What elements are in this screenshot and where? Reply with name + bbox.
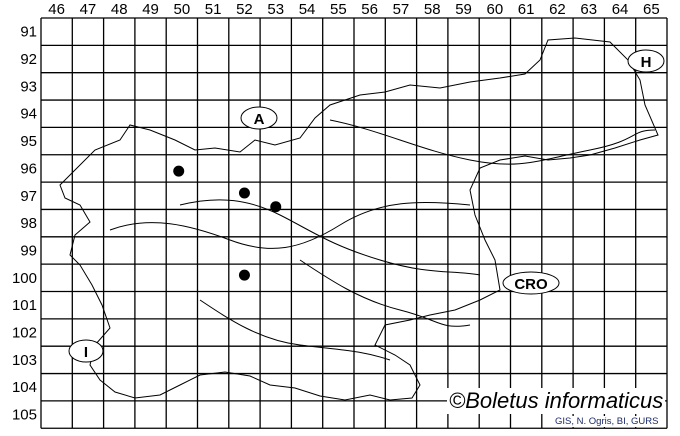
- row-label: 92: [20, 51, 37, 68]
- label-italy: I: [84, 344, 88, 361]
- column-label: 46: [48, 1, 65, 18]
- column-label: 53: [267, 1, 284, 18]
- label-croatia: CRO: [514, 276, 548, 293]
- source-text: GIS, N. Ogris, BI, GURS: [554, 416, 660, 427]
- records: [173, 165, 282, 281]
- label-italy-ellipse: [68, 339, 104, 363]
- column-label: 65: [643, 1, 660, 18]
- river-path: [329, 119, 656, 165]
- column-label: 62: [549, 1, 566, 18]
- grid: 46 47 48 49 50 51 52 53 54 55 56 57 58 59 60 61 62 63 64 65…: [12, 1, 668, 429]
- row-label: 103: [12, 352, 37, 369]
- column-label: 59: [455, 1, 472, 18]
- column-label: 49: [142, 1, 159, 18]
- river-path: [299, 259, 471, 327]
- column-label: 47: [80, 1, 97, 18]
- row-label: 91: [20, 24, 37, 41]
- column-label: 50: [174, 1, 191, 18]
- row-label: 100: [12, 270, 37, 287]
- record-dot: [238, 269, 250, 281]
- credit-text: ©Boletus informaticus: [447, 388, 666, 414]
- label-hungary-ellipse: [627, 49, 665, 73]
- row-label: 96: [20, 160, 37, 177]
- row-label: 94: [20, 106, 37, 123]
- column-label: 58: [424, 1, 441, 18]
- column-label: 63: [580, 1, 597, 18]
- row-label: 102: [12, 325, 37, 342]
- river-path: [199, 299, 391, 361]
- row-label: 105: [12, 407, 37, 424]
- country-outline: [59, 37, 659, 401]
- row-label: 98: [20, 215, 37, 232]
- row-label: 104: [12, 379, 37, 396]
- column-label: 48: [111, 1, 128, 18]
- river-path: [179, 199, 481, 276]
- row-label: 99: [20, 242, 37, 259]
- label-austria: A: [254, 111, 265, 128]
- row-label: 97: [20, 188, 37, 205]
- label-hungary: H: [641, 54, 652, 71]
- label-austria-ellipse: [240, 106, 278, 130]
- column-label: 55: [330, 1, 347, 18]
- record-dot: [270, 201, 282, 213]
- label-croatia-ellipse: [502, 271, 560, 295]
- column-label: 52: [236, 1, 253, 18]
- column-label: 56: [361, 1, 378, 18]
- country-labels: A H CRO I: [68, 49, 665, 363]
- column-label: 54: [299, 1, 316, 18]
- column-label: 57: [393, 1, 410, 18]
- border-path: [59, 37, 659, 401]
- row-label: 101: [12, 297, 37, 314]
- column-label: 51: [205, 1, 222, 18]
- column-label: 60: [487, 1, 504, 18]
- river-path: [109, 201, 471, 249]
- row-label: 95: [20, 133, 37, 150]
- column-label: 61: [518, 1, 535, 18]
- row-label: 93: [20, 78, 37, 95]
- column-label: 64: [612, 1, 629, 18]
- record-dot: [173, 165, 185, 177]
- record-dot: [238, 187, 250, 199]
